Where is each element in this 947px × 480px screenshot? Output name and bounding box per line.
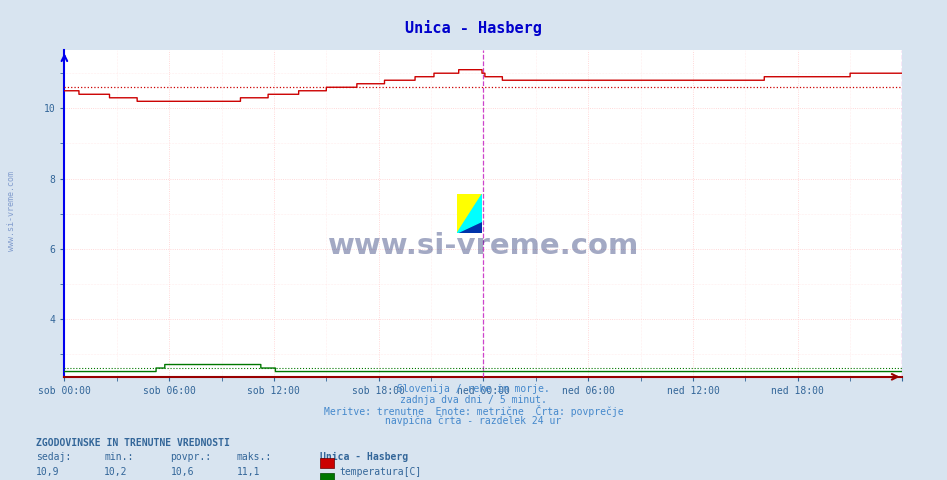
Text: www.si-vreme.com: www.si-vreme.com xyxy=(328,232,639,260)
Text: povpr.:: povpr.: xyxy=(170,452,211,462)
Text: Unica - Hasberg: Unica - Hasberg xyxy=(405,20,542,36)
Polygon shape xyxy=(457,194,482,233)
Text: zadnja dva dni / 5 minut.: zadnja dva dni / 5 minut. xyxy=(400,395,547,405)
Text: 10,2: 10,2 xyxy=(104,467,128,477)
Text: temperatura[C]: temperatura[C] xyxy=(339,467,421,477)
Text: navpična črta - razdelek 24 ur: navpična črta - razdelek 24 ur xyxy=(385,416,562,426)
Text: Slovenija / reke in morje.: Slovenija / reke in morje. xyxy=(397,384,550,394)
Text: ZGODOVINSKE IN TRENUTNE VREDNOSTI: ZGODOVINSKE IN TRENUTNE VREDNOSTI xyxy=(36,438,230,448)
Polygon shape xyxy=(457,194,482,233)
Text: 11,1: 11,1 xyxy=(237,467,260,477)
Text: 10,6: 10,6 xyxy=(170,467,194,477)
Text: Meritve: trenutne  Enote: metrične  Črta: povprečje: Meritve: trenutne Enote: metrične Črta: … xyxy=(324,405,623,417)
Text: Unica - Hasberg: Unica - Hasberg xyxy=(320,452,408,462)
Text: www.si-vreme.com: www.si-vreme.com xyxy=(7,171,16,251)
Text: maks.:: maks.: xyxy=(237,452,272,462)
Text: min.:: min.: xyxy=(104,452,134,462)
Text: 10,9: 10,9 xyxy=(36,467,60,477)
Text: sedaj:: sedaj: xyxy=(36,452,71,462)
